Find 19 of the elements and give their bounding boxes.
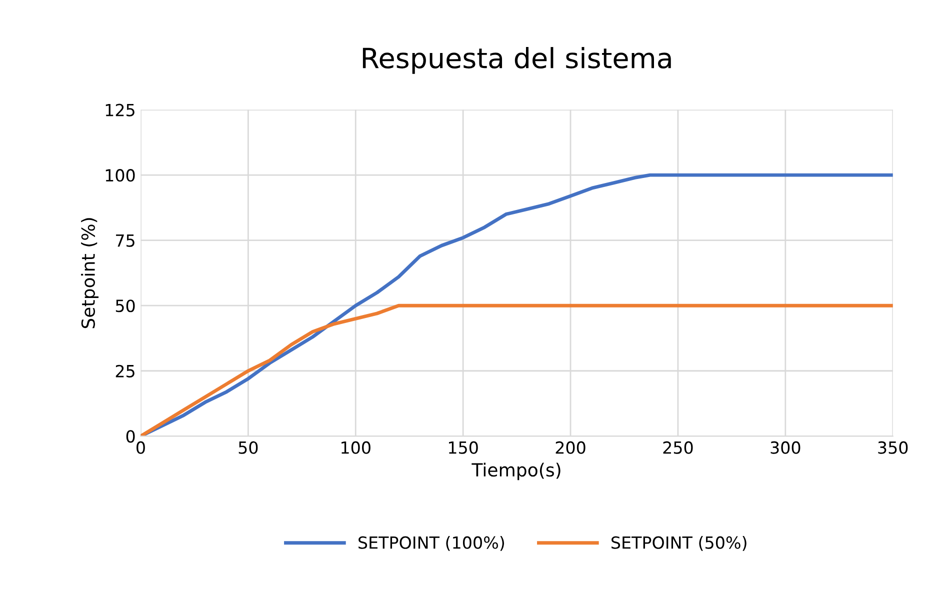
x-tick-label: 300 — [770, 441, 800, 454]
legend-label: SETPOINT (100%) — [358, 536, 504, 551]
x-tick-label: 50 — [238, 441, 258, 454]
chart-title: Respuesta del sistema — [362, 47, 671, 74]
x-tick-label: 100 — [342, 441, 370, 454]
legend-label: SETPOINT (50%) — [612, 536, 746, 551]
y-tick-label: 100 — [106, 169, 135, 182]
x-tick-label: 250 — [663, 441, 693, 454]
y-tick-label: 125 — [106, 104, 134, 116]
x-tick-label: 0 — [136, 441, 145, 454]
x-tick-label: 350 — [878, 441, 908, 454]
x-axis-title: Tiempo(s) — [472, 462, 560, 480]
x-tick-label: 150 — [448, 441, 478, 454]
y-axis-title: Setpoint (%) — [81, 218, 99, 328]
y-tick-label: 0 — [126, 430, 135, 443]
y-tick-label: 25 — [116, 364, 134, 378]
x-tick-label: 200 — [556, 441, 586, 454]
y-tick-label: 50 — [116, 300, 135, 312]
y-tick-label: 75 — [116, 234, 134, 247]
